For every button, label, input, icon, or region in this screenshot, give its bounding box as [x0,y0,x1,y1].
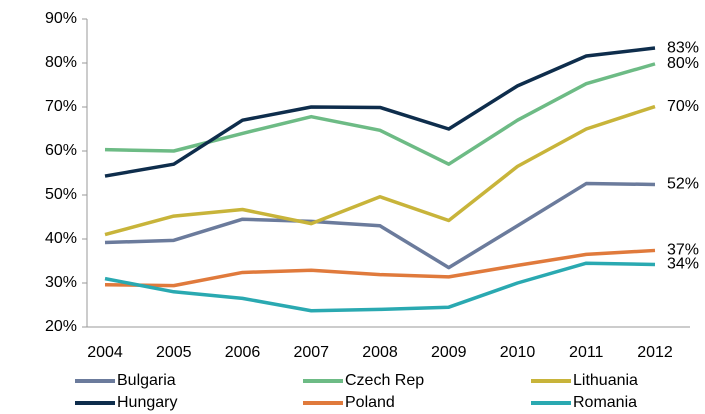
x-tick-label: 2004 [87,344,123,361]
value-label: 80% [667,55,699,72]
legend-label: Czech Rep [345,372,424,389]
x-tick-label: 2007 [293,344,329,361]
series-line [104,62,656,166]
x-tick-label: 2010 [500,344,536,361]
legend-label: Bulgaria [117,372,176,389]
legend-label: Hungary [117,394,177,411]
y-tick-label: 80% [45,54,77,71]
value-label: 34% [667,256,699,273]
legend-label: Lithuania [573,372,638,389]
y-tick-label: 20% [45,318,77,335]
value-label: 37% [667,242,699,259]
series-line [104,261,656,313]
series-line [104,46,656,178]
legend-label: Poland [345,394,395,411]
x-tick-label: 2005 [156,344,192,361]
y-tick-label: 50% [45,186,77,203]
x-tick-label: 2012 [637,344,673,361]
y-tick-label: 40% [45,230,77,247]
y-tick-label: 60% [45,142,77,159]
value-label: 52% [667,176,699,193]
y-tick-label: 70% [45,98,77,115]
value-label: 70% [667,98,699,115]
series-line [104,181,656,270]
series-line [104,248,656,288]
series-line [104,104,656,237]
x-tick-label: 2011 [569,344,604,361]
y-tick-label: 30% [45,274,77,291]
value-label: 83% [667,39,699,56]
legend-label: Romania [573,394,637,411]
x-tick-label: 2008 [362,344,398,361]
x-tick-label: 2009 [431,344,467,361]
x-tick-label: 2006 [225,344,261,361]
y-tick-label: 90% [45,10,77,27]
